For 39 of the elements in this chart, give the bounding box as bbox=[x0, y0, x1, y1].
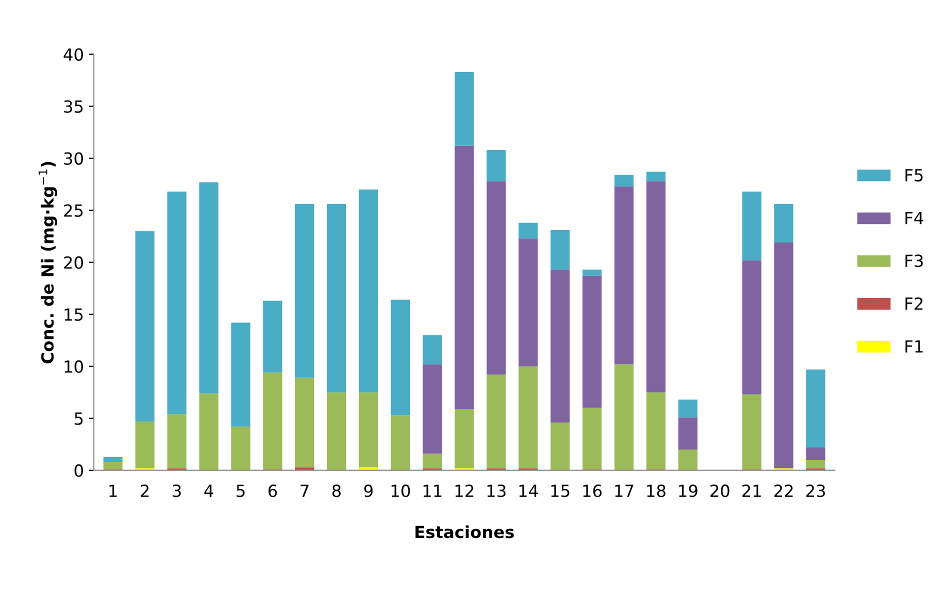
legend-label: F3 bbox=[906, 254, 923, 268]
x-axis-title: Estaciones bbox=[416, 525, 514, 538]
x-tick-label: 16 bbox=[583, 484, 602, 498]
x-tick-label: 2 bbox=[140, 484, 149, 497]
x-tick-label: 5 bbox=[236, 484, 245, 498]
x-tick-label: 6 bbox=[268, 484, 277, 498]
x-tick-label: 23 bbox=[806, 484, 825, 498]
x-tick-label: 1 bbox=[109, 484, 117, 497]
x-tick-label: 19 bbox=[679, 484, 698, 498]
x-tick-label: 13 bbox=[487, 484, 506, 498]
x-tick-label: 8 bbox=[332, 484, 341, 498]
x-tick-label: 14 bbox=[519, 484, 538, 497]
x-tick-label: 4 bbox=[204, 484, 214, 497]
legend-label: F1 bbox=[906, 340, 923, 352]
x-tick-label: 3 bbox=[172, 484, 181, 498]
legend-label: F2 bbox=[906, 297, 922, 310]
y-tick-label: 25 bbox=[64, 204, 83, 217]
x-tick-label: 10 bbox=[392, 484, 410, 498]
y-tick-label: 20 bbox=[64, 256, 83, 269]
x-tick-label: 21 bbox=[742, 484, 761, 497]
y-tick-label: 15 bbox=[64, 308, 83, 321]
y-tick-label: 0 bbox=[74, 464, 83, 477]
y-axis-title: Conc. de Ni (mg·kg$^{−1}$) bbox=[38, 162, 58, 364]
x-tick-label: 20 bbox=[710, 484, 730, 498]
y-tick-label: 40 bbox=[64, 48, 83, 61]
x-tick-label: 18 bbox=[647, 484, 666, 498]
x-tick-label: 22 bbox=[774, 484, 793, 497]
legend-label: F4 bbox=[906, 212, 924, 224]
x-tick-label: 17 bbox=[615, 484, 634, 497]
y-tick-label: 35 bbox=[64, 100, 83, 113]
x-tick-label: 9 bbox=[364, 484, 373, 498]
legend-label: F5 bbox=[906, 169, 923, 182]
y-tick-label: 10 bbox=[64, 360, 83, 373]
x-tick-label: 11 bbox=[424, 484, 442, 497]
y-tick-label: 5 bbox=[74, 412, 83, 425]
x-tick-label: 12 bbox=[456, 484, 474, 497]
x-tick-label: 15 bbox=[551, 484, 570, 498]
x-tick-label: 7 bbox=[300, 484, 308, 497]
y-tick-label: 30 bbox=[64, 152, 83, 165]
